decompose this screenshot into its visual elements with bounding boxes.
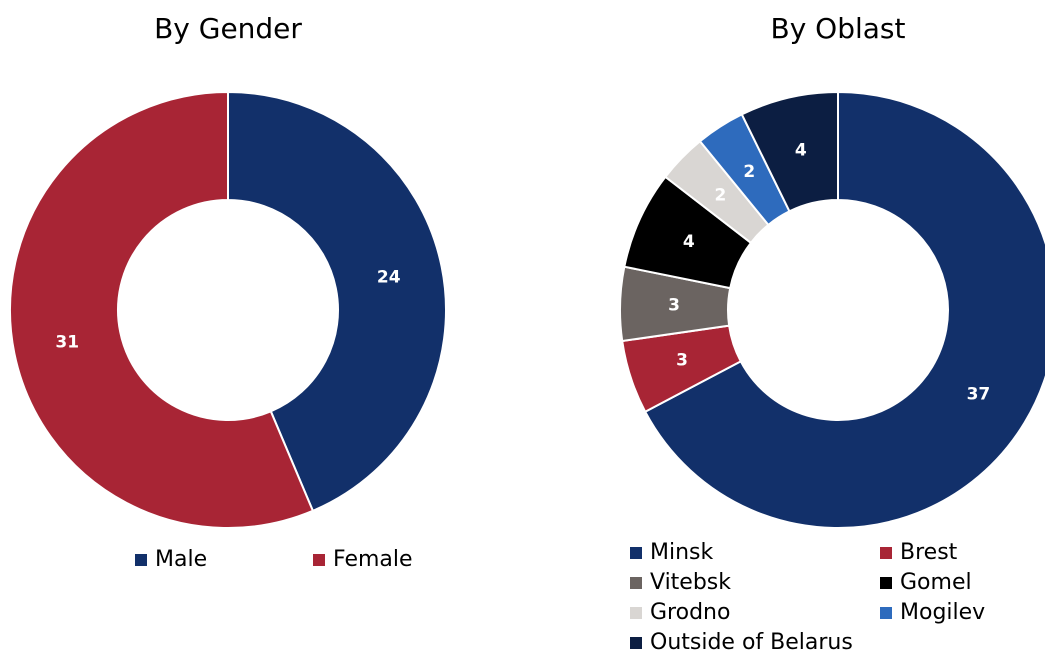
wedge <box>9 90 315 529</box>
legend-label: Outside of Belarus <box>650 630 853 654</box>
wedge <box>740 90 839 213</box>
legend-label: Brest <box>900 540 958 565</box>
legend-swatch <box>880 577 892 589</box>
legend-swatch <box>880 607 892 619</box>
legend-swatch <box>630 637 642 649</box>
legend-swatch <box>313 554 325 566</box>
data-label: 24 <box>377 267 401 287</box>
data-label: 2 <box>743 162 755 182</box>
data-label: 3 <box>668 295 680 315</box>
legend-label: Male <box>155 547 207 572</box>
data-label: 37 <box>967 385 991 405</box>
data-label: 2 <box>714 186 726 206</box>
wedge <box>643 90 1045 529</box>
data-label: 31 <box>55 333 79 353</box>
legend-swatch <box>135 554 147 566</box>
data-label: 4 <box>683 232 695 252</box>
legend-swatch <box>630 547 642 559</box>
legend-label: Gomel <box>900 570 972 595</box>
legend-label: Grodno <box>650 600 730 625</box>
chart-title: By Oblast <box>771 12 906 45</box>
data-label: 3 <box>676 351 688 371</box>
legend-swatch <box>630 607 642 619</box>
legend-label: Mogilev <box>900 600 985 625</box>
wedge <box>227 90 447 513</box>
legend-label: Minsk <box>650 540 713 565</box>
legend-swatch <box>880 547 892 559</box>
chart-title: By Gender <box>154 12 302 45</box>
data-label: 4 <box>795 140 807 160</box>
legend-swatch <box>630 577 642 589</box>
legend-label: Female <box>333 547 413 572</box>
legend-label: Vitebsk <box>650 570 731 595</box>
